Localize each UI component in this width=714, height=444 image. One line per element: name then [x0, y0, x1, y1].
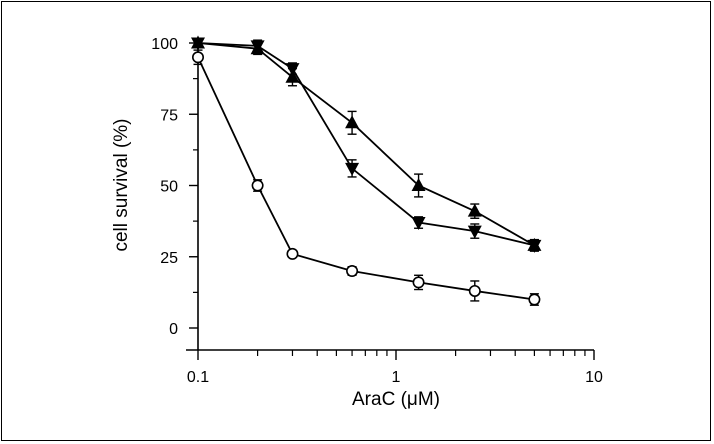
x-tick-label: 0.1 [187, 369, 209, 386]
data-point-triangle-up [411, 178, 426, 191]
data-point-triangle-up [285, 69, 300, 83]
data-point-triangle-down [191, 37, 205, 51]
data-point-circle [346, 264, 359, 277]
data-point-circle [251, 179, 264, 192]
y-tick-label: 0 [169, 321, 178, 338]
series-line [197, 42, 535, 247]
data-point-circle [528, 293, 541, 306]
plot-axes: 0 25 50 75 100 0.1 1 10 [151, 36, 603, 386]
data-point-triangle-down [345, 162, 360, 176]
data-point-circle [412, 276, 425, 289]
series-line [197, 56, 535, 301]
data-point-triangle-down [411, 217, 426, 231]
data-point-triangle-down [250, 40, 265, 54]
y-axis-label: cell survival (%) [111, 118, 132, 251]
y-tick-label: 75 [160, 107, 178, 124]
x-tick-label: 1 [392, 369, 401, 386]
data-point-circle [468, 284, 481, 297]
data-point-circle [192, 51, 205, 64]
data-point-triangle-down [467, 225, 482, 239]
y-tick-label: 50 [160, 179, 178, 196]
data-point-triangle-up [467, 203, 482, 217]
series-1-open-circle [192, 49, 541, 306]
x-tick-label: 10 [585, 369, 603, 386]
data-point-triangle-down [527, 239, 542, 253]
series-3-filled-triangle-down [191, 37, 542, 253]
data-point-circle [286, 247, 299, 260]
y-tick-label: 25 [160, 250, 178, 267]
series-line [197, 42, 535, 247]
plot-series [191, 35, 542, 306]
series-2-filled-triangle-up [191, 35, 542, 252]
y-tick-label: 100 [151, 36, 178, 53]
data-point-triangle-up [345, 115, 360, 129]
x-axis-label: AraC (μM) [352, 389, 440, 410]
data-point-triangle-down [285, 63, 300, 77]
